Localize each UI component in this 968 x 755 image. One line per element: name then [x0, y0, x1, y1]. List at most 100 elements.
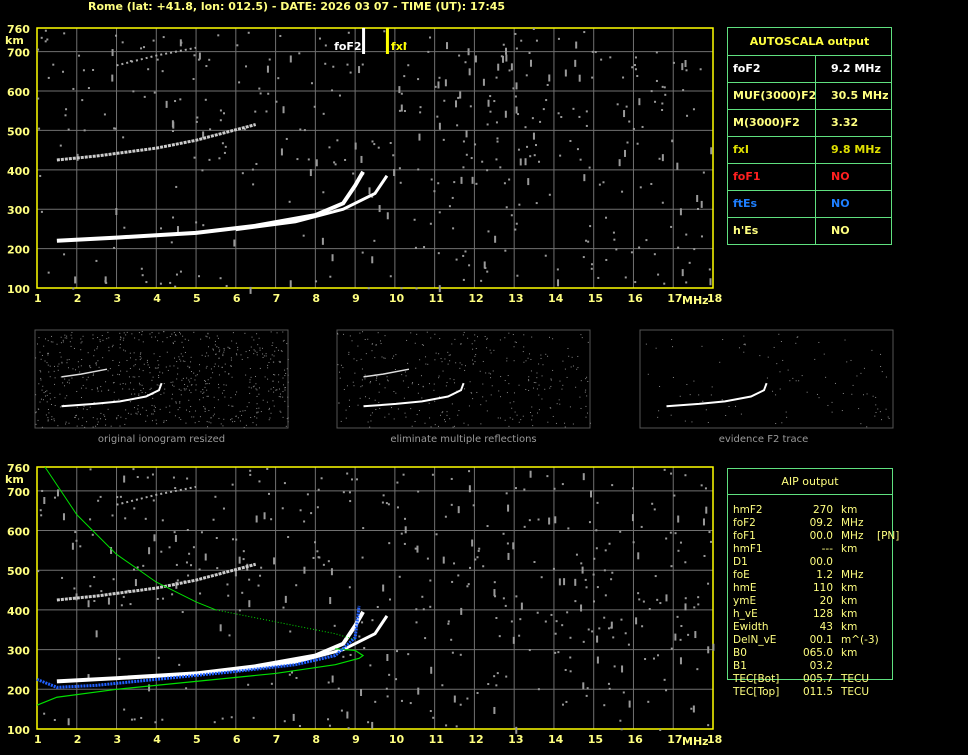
- noise-dot: [256, 411, 258, 413]
- noise-dot: [504, 604, 507, 607]
- noise-dot: [289, 630, 292, 633]
- noise-dot: [674, 532, 677, 535]
- noise-dot: [267, 492, 270, 495]
- noise-dot: [370, 381, 372, 383]
- noise-dot: [367, 421, 369, 423]
- noise-dot: [207, 379, 209, 381]
- noise-dot: [108, 389, 110, 391]
- noise-dot: [417, 687, 420, 695]
- aip-cell: TEC[Top]: [733, 686, 780, 698]
- noise-dot: [585, 694, 588, 697]
- noise-dot: [523, 361, 525, 363]
- noise-dot: [334, 163, 337, 166]
- noise-dot: [428, 383, 430, 385]
- noise-dot: [467, 48, 470, 56]
- noise-dot: [177, 367, 179, 369]
- noise-dot: [496, 140, 499, 143]
- noise-dot: [132, 90, 135, 93]
- noise-dot: [404, 42, 407, 45]
- noise-dot: [397, 408, 399, 410]
- noise-dot: [122, 136, 125, 139]
- noise-dot: [138, 332, 140, 334]
- aip-cell: D1: [733, 556, 748, 568]
- noise-dot: [549, 407, 551, 409]
- noise-dot: [595, 547, 598, 550]
- noise-dot: [580, 562, 583, 565]
- noise-dot: [447, 622, 450, 625]
- noise-dot: [142, 370, 144, 372]
- noise-dot: [138, 339, 140, 341]
- noise-dot: [287, 358, 289, 360]
- noise-dot: [379, 340, 381, 342]
- noise-dot: [634, 281, 637, 284]
- noise-dot: [56, 489, 59, 497]
- noise-dot: [439, 338, 441, 340]
- noise-dot: [76, 425, 78, 427]
- noise-dot: [500, 396, 502, 398]
- noise-dot: [256, 417, 258, 419]
- noise-dot: [249, 473, 252, 476]
- noise-dot: [493, 581, 496, 584]
- noise-dot: [476, 691, 479, 694]
- noise-dot: [71, 377, 73, 379]
- noise-dot: [123, 226, 126, 229]
- noise-dot: [564, 69, 567, 77]
- noise-dot: [449, 418, 451, 420]
- noise-dot: [371, 256, 374, 264]
- noise-dot: [499, 417, 501, 419]
- noise-dot: [585, 416, 587, 418]
- noise-dot: [563, 578, 566, 586]
- noise-dot: [517, 113, 520, 116]
- noise-dot: [125, 409, 127, 411]
- noise-dot: [385, 687, 388, 690]
- noise-dot: [412, 382, 414, 384]
- noise-dot: [389, 275, 392, 278]
- noise-dot: [113, 391, 115, 393]
- noise-dot: [190, 361, 192, 363]
- noise-dot: [624, 276, 627, 279]
- noise-dot: [59, 393, 61, 395]
- noise-dot: [210, 422, 212, 424]
- noise-dot: [558, 399, 560, 401]
- noise-dot: [53, 496, 56, 499]
- noise-dot: [270, 388, 272, 390]
- noise-dot: [430, 666, 433, 674]
- noise-dot: [112, 360, 114, 362]
- noise-dot: [256, 389, 258, 391]
- noise-dot: [204, 410, 206, 412]
- noise-dot: [169, 411, 171, 413]
- noise-dot: [579, 158, 582, 161]
- noise-dot: [97, 421, 99, 423]
- x-tick-label: 6: [233, 292, 241, 305]
- noise-dot: [349, 653, 352, 656]
- noise-dot: [465, 153, 468, 156]
- noise-dot: [455, 725, 458, 728]
- noise-dot: [313, 105, 316, 108]
- noise-dot: [200, 531, 203, 534]
- noise-dot: [744, 343, 746, 345]
- noise-dot: [424, 637, 427, 640]
- noise-dot: [327, 560, 330, 563]
- noise-dot: [578, 115, 581, 118]
- noise-dot: [159, 282, 162, 285]
- noise-dot: [482, 383, 484, 385]
- noise-dot: [415, 621, 418, 624]
- noise-dot: [537, 688, 540, 691]
- noise-dot: [255, 383, 257, 385]
- noise-dot: [388, 413, 390, 415]
- noise-dot: [472, 348, 474, 350]
- x-tick-label: 11: [429, 733, 444, 746]
- noise-dot: [349, 71, 352, 74]
- noise-dot: [378, 205, 381, 213]
- noise-dot: [219, 624, 222, 632]
- noise-dot: [506, 542, 509, 545]
- noise-dot: [43, 345, 45, 347]
- noise-dot: [693, 248, 696, 251]
- noise-dot: [345, 417, 347, 419]
- noise-dot: [735, 405, 737, 407]
- noise-dot: [128, 388, 130, 390]
- noise-dot: [603, 569, 606, 572]
- noise-dot: [569, 139, 572, 142]
- noise-dot: [371, 721, 374, 729]
- noise-dot: [512, 334, 514, 336]
